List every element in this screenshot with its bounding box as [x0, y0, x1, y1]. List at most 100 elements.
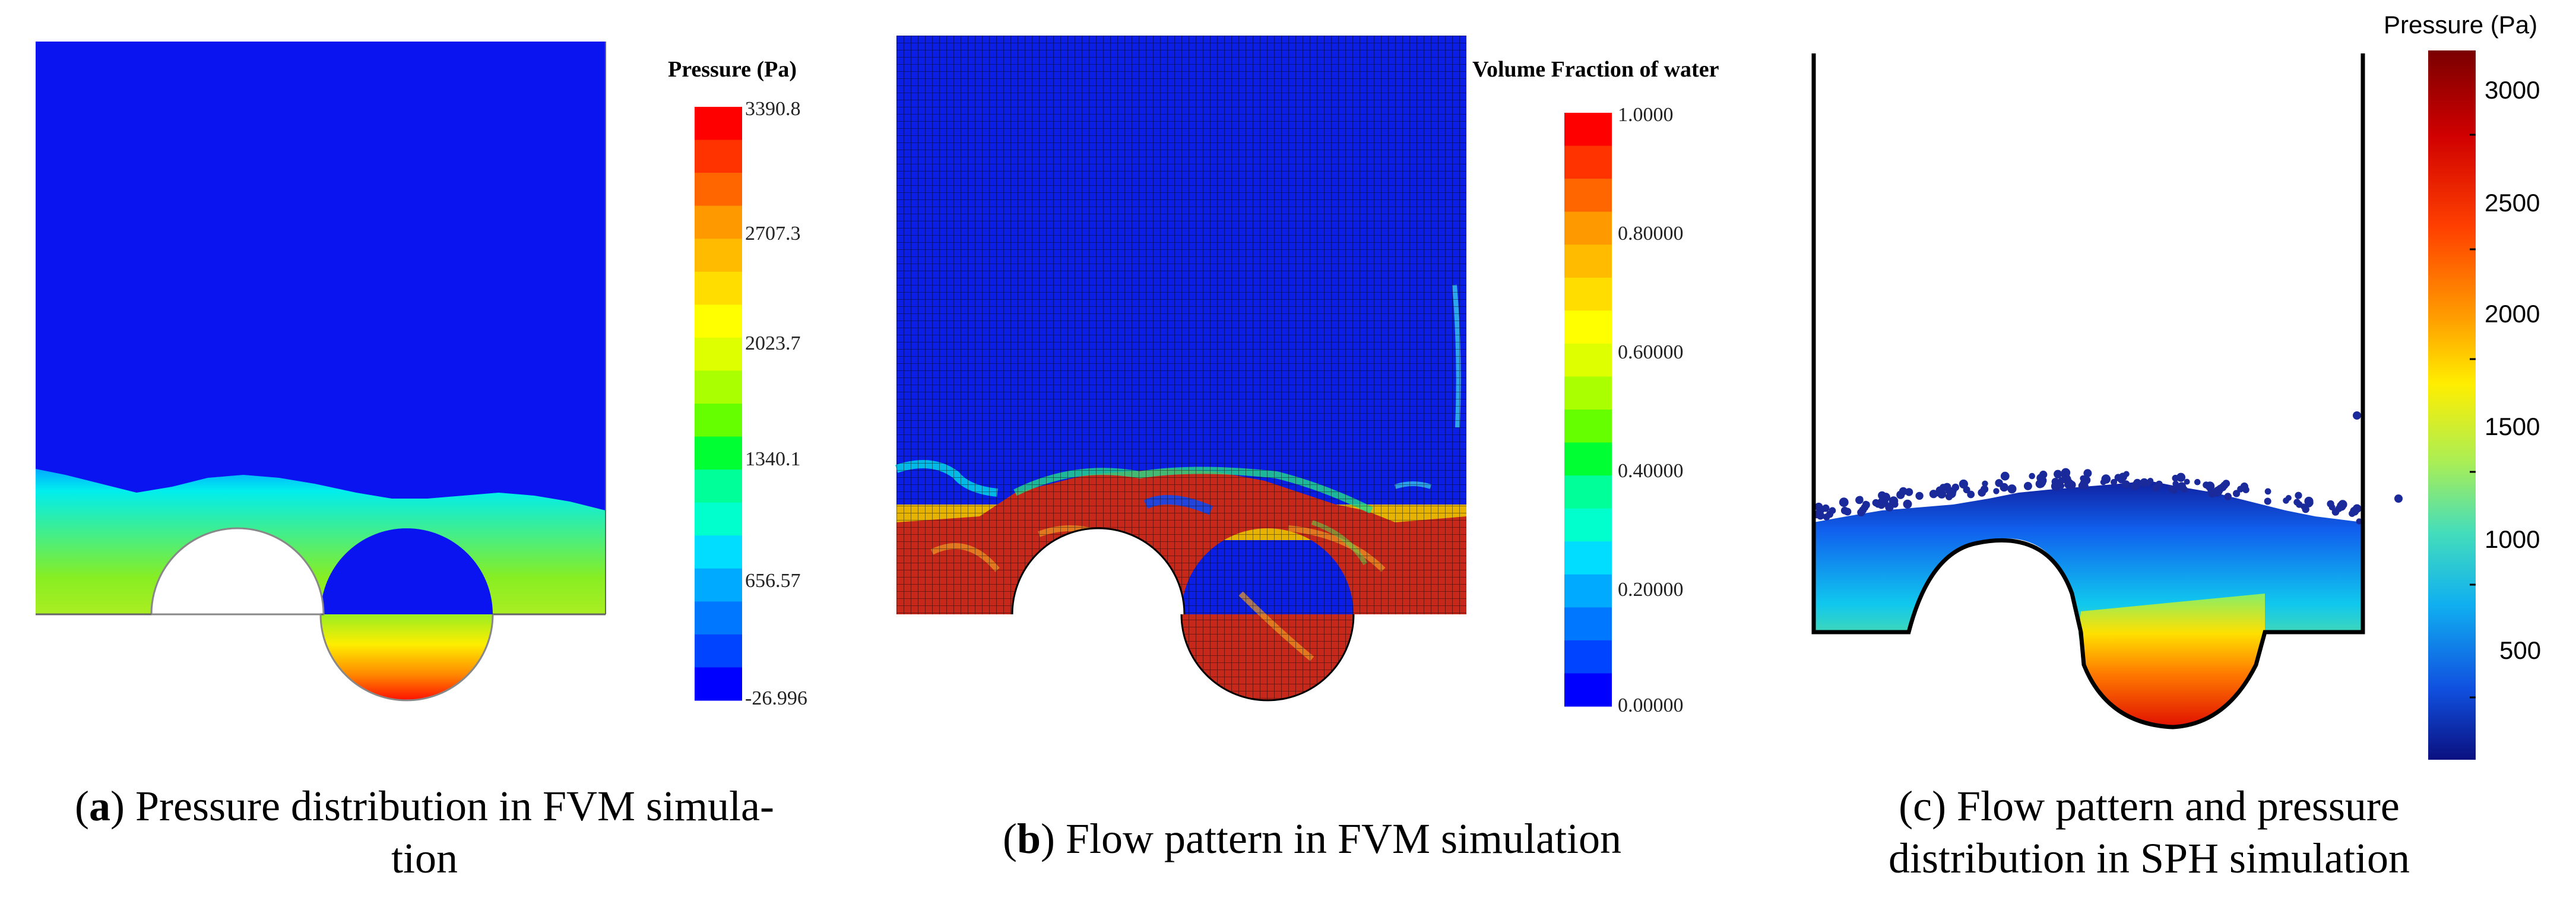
sph-particle	[1822, 504, 1830, 512]
sph-particle	[2122, 480, 2130, 488]
colorbar-band	[695, 568, 742, 602]
sph-particle	[2242, 486, 2249, 493]
colorbar-tick: 1500	[2485, 413, 2540, 440]
caption-text-line2: tion	[391, 834, 458, 882]
caption-letter: b	[1016, 815, 1041, 862]
sph-particle	[1829, 507, 1836, 514]
caption-b: (b) Flow pattern in FVM simulation	[1002, 815, 1621, 862]
colorbar-tick: 656.57	[745, 570, 801, 592]
sph-particle	[1993, 488, 2000, 494]
sph-particle	[1915, 491, 1924, 500]
colorbar-band	[1564, 310, 1612, 344]
sph-particle	[1943, 483, 1951, 491]
sph-particle	[2194, 478, 2201, 486]
colorbar-band	[695, 535, 742, 569]
sph-particle	[2337, 501, 2346, 511]
colorbar-title: Volume Fraction of water	[1472, 57, 1719, 82]
colorbar-band	[695, 601, 742, 635]
sph-particle	[2216, 484, 2225, 493]
colorbar-band	[1564, 376, 1612, 410]
sph-particle	[1947, 488, 1956, 499]
panel-b: Volume Fraction of water 1.0000 0.80000 …	[861, 0, 1763, 920]
colorbar-tick: 0.40000	[1618, 460, 1684, 482]
colorbar-tick: 3390.8	[745, 98, 801, 120]
sph-particle	[1995, 479, 2003, 487]
sph-particle	[2352, 504, 2362, 513]
sph-particle	[2133, 478, 2141, 487]
colorbar-tick: 0.00000	[1618, 694, 1684, 716]
colorbar-title: Pressure (Pa)	[2384, 11, 2538, 39]
caption-line2: distribution in SPH simulation	[1888, 834, 2410, 882]
sph-particle	[2101, 474, 2111, 484]
sph-particle	[2328, 504, 2336, 510]
colorbar-band	[695, 634, 742, 668]
sph-particle	[1843, 507, 1852, 516]
colorbar-tick: 500	[2499, 636, 2542, 664]
sph-particle	[2172, 480, 2179, 487]
sph-particle	[2304, 496, 2314, 506]
sph-particle	[2224, 493, 2232, 500]
sph-particle	[2054, 469, 2062, 478]
sph-particle	[1981, 485, 1989, 493]
sph-particle	[2264, 488, 2271, 495]
sph-particle	[2207, 487, 2214, 494]
volume-fraction-field-fvm	[895, 36, 1466, 702]
sph-particle	[2295, 491, 2302, 499]
colorbar-band	[1564, 179, 1612, 212]
colorbar-band	[695, 337, 742, 371]
sph-particle	[2176, 472, 2186, 482]
caption-text: Flow pattern in FVM simulation	[1055, 815, 1621, 862]
sph-particle	[2039, 470, 2048, 479]
colorbar-band	[1564, 475, 1612, 509]
sph-particle-field	[1811, 53, 2403, 729]
colorbar-band	[695, 107, 742, 141]
sph-particle	[1856, 496, 1864, 503]
colorbar-band	[1564, 145, 1612, 179]
colorbar-band	[695, 239, 742, 272]
colorbar-band	[695, 304, 742, 338]
sph-particle	[2147, 478, 2154, 484]
sph-particle	[2296, 501, 2303, 508]
colorbar-band	[695, 139, 742, 173]
colorbar-band	[1564, 541, 1612, 575]
sph-particle	[1905, 488, 1913, 496]
sph-particle	[1951, 483, 1960, 491]
sph-particle	[2264, 497, 2271, 505]
colorbar-tick: 2707.3	[745, 223, 801, 245]
colorbar-band	[1564, 508, 1612, 542]
sph-particle	[2356, 518, 2362, 525]
colorbar-band	[695, 370, 742, 404]
caption-text: Pressure distribution in FVM simula-	[124, 782, 774, 830]
sph-particle	[2302, 505, 2309, 513]
colorbar-band	[1564, 410, 1612, 443]
colorbar-tick: -26.996	[745, 687, 807, 709]
colorbar-tick: 1.0000	[1618, 104, 1674, 126]
sph-particle	[2184, 478, 2190, 485]
sph-particle	[1864, 501, 1870, 507]
sph-particle	[2111, 478, 2118, 486]
colorbar-tick: 0.20000	[1618, 579, 1684, 601]
sph-particle	[1885, 503, 1894, 512]
sph-particle	[2177, 482, 2187, 491]
colorbar-tick: 1000	[2485, 525, 2540, 553]
colorbar-band	[1564, 574, 1612, 608]
colorbar-band	[695, 502, 742, 536]
sph-particle	[2051, 481, 2061, 491]
sph-particle	[1903, 499, 1912, 509]
colorbar-title: Pressure (Pa)	[668, 57, 797, 82]
colorbar-tick: 0.80000	[1618, 223, 1684, 245]
colorbar-band	[695, 205, 742, 239]
colorbar-tick: 3000	[2485, 76, 2540, 104]
colorbar-band	[1564, 640, 1612, 674]
panel-c: Pressure (Pa) 3000 2500 2000 1500 1	[1763, 0, 2576, 920]
sph-particle	[2118, 472, 2127, 481]
colorbar-band	[1564, 277, 1612, 311]
colorbar-band	[1564, 607, 1612, 641]
colorbar-band	[1564, 343, 1612, 377]
sph-particle	[2156, 480, 2163, 488]
sph-particle	[1814, 502, 1823, 511]
colorbar-band	[1564, 442, 1612, 476]
caption-c: (c) Flow pattern and pressure distributi…	[1763, 781, 2535, 885]
sph-particle	[1982, 480, 1988, 487]
colorbar-band	[695, 271, 742, 305]
